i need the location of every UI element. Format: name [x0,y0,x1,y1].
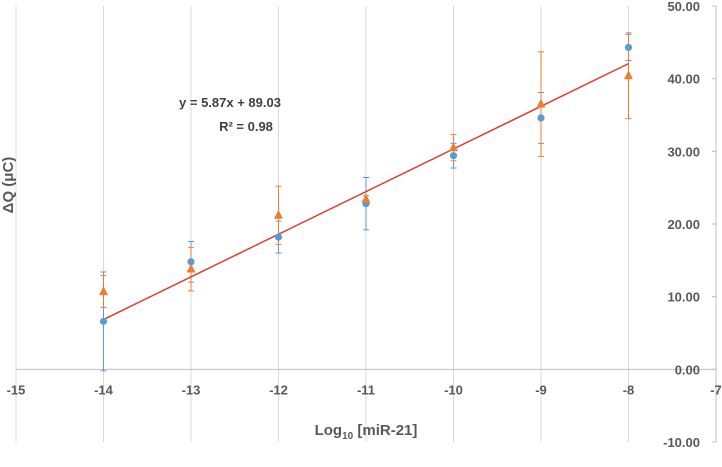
data-point-circle [187,258,195,266]
data-point-triangle [536,98,546,108]
tick-labels: -15 -14 -13 -12 -11 -10 -9 -8 -7 -10.00 0.00 10.00 2… [7,0,722,450]
data-points [99,43,633,325]
x-tick-label: -15 [7,382,26,397]
y-tick-label: 50.00 [667,0,700,14]
x-axis-title-main: Log [315,422,343,439]
x-tick-label: -12 [269,382,288,397]
x-tick-label: -13 [182,382,201,397]
trendline-equation: y = 5.87x + 89.03 [179,95,281,110]
y-tick-label: 10.00 [667,290,700,305]
x-tick-label: -14 [94,382,114,397]
data-point-triangle [361,193,371,203]
data-point-circle [99,317,108,325]
data-point-circle [449,152,458,160]
x-tick-label: -11 [357,382,375,397]
data-point-triangle [624,70,633,80]
y-tick-label: 0.00 [675,362,700,377]
y-tick-label: 20.00 [667,217,700,232]
x-axis-title-suffix: [miR-21] [353,422,417,439]
y-tick-label: 30.00 [667,144,700,159]
data-point-circle [537,114,545,122]
x-axis-title: Log10 [miR-21] [315,422,418,442]
y-tick-label: -10.00 [663,435,700,450]
x-axis-title-subscript: 10 [342,431,354,442]
data-point-circle [274,233,283,241]
data-point-circle [624,43,633,52]
x-tick-label: -10 [444,382,463,397]
r-squared-label: R² = 0.98 [219,119,273,134]
x-tick-label: -7 [710,382,722,397]
data-point-triangle [99,286,108,296]
data-point-triangle [449,142,458,152]
data-point-triangle [186,263,196,273]
data-point-triangle [274,209,283,219]
x-tick-label: -8 [623,382,635,397]
axes [16,5,717,443]
y-axis-title: ΔQ (μC) [0,157,17,214]
y-tick-label: 40.00 [667,72,700,87]
x-tick-label: -9 [535,382,547,397]
